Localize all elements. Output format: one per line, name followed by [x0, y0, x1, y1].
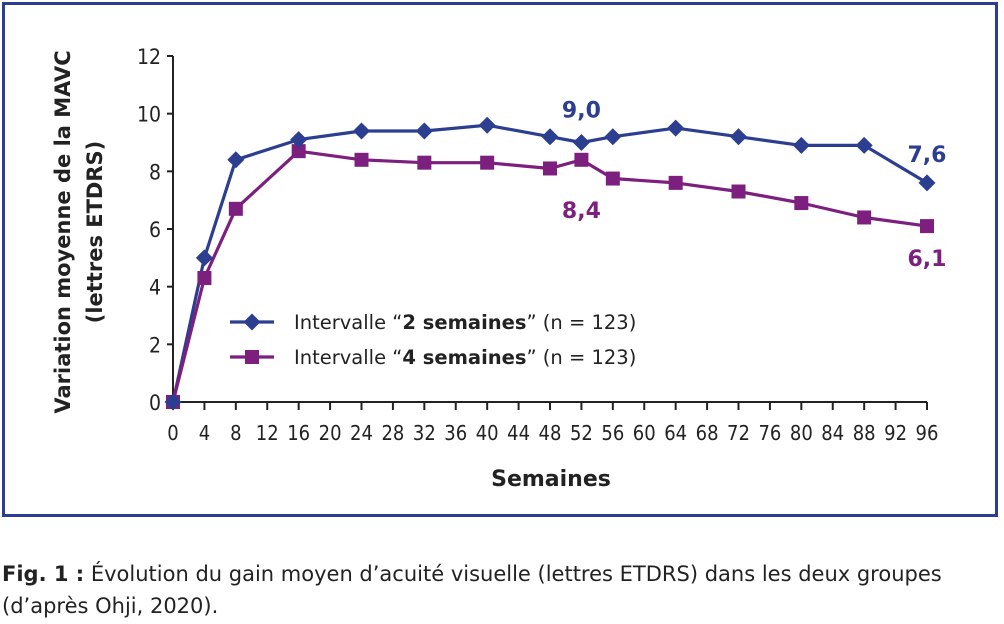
diamond-marker — [353, 122, 370, 140]
data-label: 6,1 — [908, 247, 947, 272]
square-marker — [574, 152, 589, 167]
x-tick-label: 60 — [633, 421, 656, 445]
diamond-marker — [290, 131, 308, 149]
square-marker — [857, 210, 872, 225]
y-axis-label-line2: (lettres ETDRS) — [83, 141, 107, 324]
data-label: 7,6 — [908, 143, 947, 168]
x-tick-label: 24 — [350, 421, 373, 445]
x-tick-label: 68 — [696, 421, 719, 445]
x-axis-label: Semaines — [491, 467, 611, 492]
square-marker — [417, 155, 432, 170]
caption-label: Fig. 1 : — [2, 562, 85, 586]
y-tick-label: 0 — [149, 391, 161, 415]
y-tick-label: 6 — [149, 218, 161, 242]
square-marker — [480, 155, 495, 170]
diamond-marker — [572, 134, 590, 151]
y-tick-label: 10 — [137, 103, 161, 127]
y-axis-label-line1: Variation moyenne de la MAVC — [51, 50, 75, 413]
x-tick-label: 72 — [727, 421, 750, 445]
x-tick-label: 16 — [287, 421, 310, 445]
figure-caption: Fig. 1 : Évolution du gain moyen d’acuit… — [2, 558, 1002, 622]
legend-entry-1: Intervalle “2 semaines” (n = 123) — [294, 311, 636, 334]
square-marker — [731, 184, 746, 199]
x-tick-label: 48 — [539, 421, 562, 445]
diamond-marker — [604, 128, 622, 146]
data-label: 8,4 — [562, 199, 601, 224]
x-tick-label: 40 — [476, 421, 499, 445]
x-tick-label: 88 — [853, 421, 876, 445]
square-marker — [291, 144, 306, 159]
legend-marker-2 — [245, 350, 259, 364]
y-tick-label: 2 — [149, 333, 161, 357]
square-marker — [197, 271, 212, 286]
x-tick-label: 32 — [413, 421, 436, 445]
square-marker — [920, 219, 934, 234]
diamond-marker — [667, 119, 685, 137]
y-tick-label: 12 — [137, 45, 161, 69]
x-tick-label: 0 — [167, 421, 178, 445]
x-tick-label: 64 — [664, 421, 687, 445]
diamond-marker — [164, 393, 182, 411]
x-tick-label: 4 — [199, 421, 210, 445]
x-tick-label: 36 — [444, 421, 467, 445]
legend-entry-2: Intervalle “4 semaines” (n = 123) — [294, 346, 636, 369]
y-tick-label: 8 — [149, 160, 161, 184]
diamond-marker — [918, 174, 936, 192]
square-marker — [228, 201, 243, 216]
diamond-marker — [855, 136, 873, 154]
diamond-marker — [227, 151, 245, 169]
diamond-marker — [792, 136, 810, 154]
y-tick-label: 4 — [149, 276, 161, 300]
x-tick-label: 20 — [319, 421, 342, 445]
x-tick-label: 92 — [884, 421, 907, 445]
data-label: 9,0 — [562, 99, 601, 124]
square-marker — [354, 152, 369, 167]
x-tick-label: 80 — [790, 421, 813, 445]
diamond-marker — [541, 128, 559, 146]
square-marker — [605, 171, 620, 186]
square-marker — [668, 175, 683, 190]
x-tick-label: 44 — [507, 421, 530, 445]
x-tick-label: 52 — [570, 421, 593, 445]
square-marker — [794, 196, 809, 211]
diamond-marker — [478, 116, 496, 134]
x-tick-label: 56 — [601, 421, 624, 445]
diamond-marker — [195, 249, 213, 267]
legend-marker-1 — [243, 313, 261, 331]
diamond-marker — [415, 122, 433, 140]
x-tick-label: 8 — [230, 421, 241, 445]
square-marker — [543, 161, 557, 176]
x-tick-label: 96 — [916, 421, 939, 445]
x-tick-label: 12 — [256, 421, 279, 445]
x-tick-label: 76 — [758, 421, 781, 445]
x-tick-label: 84 — [821, 421, 844, 445]
figure-frame — [2, 2, 998, 517]
caption-text: Évolution du gain moyen d’acuité visuell… — [2, 562, 942, 618]
x-tick-label: 28 — [381, 421, 404, 445]
diamond-marker — [730, 128, 747, 146]
